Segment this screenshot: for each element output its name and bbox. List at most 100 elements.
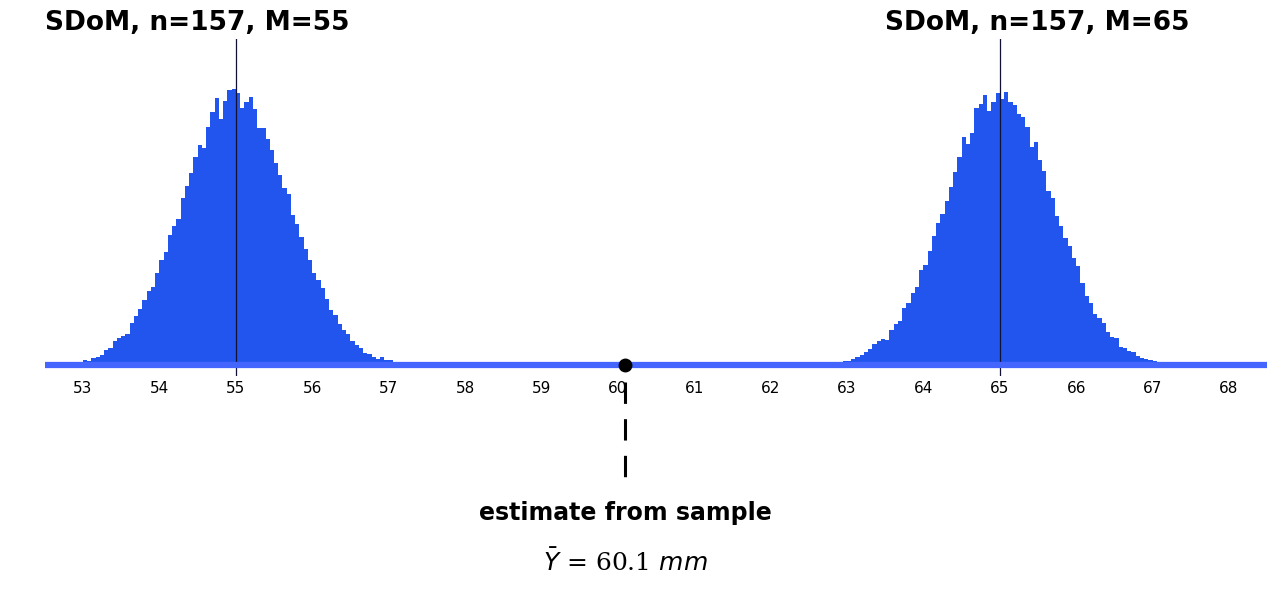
Bar xyxy=(265,138,270,365)
Bar xyxy=(1080,283,1084,365)
Bar xyxy=(932,236,936,365)
Bar xyxy=(389,361,393,365)
Bar xyxy=(384,360,389,365)
Bar xyxy=(291,215,296,365)
Bar xyxy=(202,148,206,365)
Bar xyxy=(1060,226,1064,365)
Bar xyxy=(184,186,189,365)
Bar xyxy=(835,362,838,365)
Bar xyxy=(54,364,58,365)
Bar xyxy=(329,310,333,365)
Bar xyxy=(296,224,300,365)
Bar xyxy=(1051,198,1055,365)
Bar xyxy=(96,356,100,365)
Bar xyxy=(1093,314,1097,365)
Bar xyxy=(877,341,881,365)
Bar xyxy=(1115,338,1119,365)
Bar xyxy=(168,235,172,365)
Bar xyxy=(155,273,160,365)
Bar xyxy=(371,357,376,365)
Bar xyxy=(333,315,338,365)
Bar xyxy=(890,330,893,365)
Bar xyxy=(129,323,134,365)
Bar xyxy=(189,174,193,365)
Bar xyxy=(902,308,906,365)
Bar xyxy=(961,137,966,365)
Bar xyxy=(1170,364,1174,365)
Bar xyxy=(142,300,147,365)
Bar xyxy=(91,358,96,365)
Bar xyxy=(244,102,248,365)
Bar xyxy=(1034,142,1038,365)
Bar xyxy=(1165,363,1170,365)
Bar xyxy=(228,90,232,365)
Bar xyxy=(1174,364,1178,365)
Bar xyxy=(893,324,899,365)
Bar xyxy=(74,362,79,365)
Bar xyxy=(945,202,948,365)
Bar xyxy=(906,303,910,365)
Bar xyxy=(160,260,164,365)
Bar xyxy=(172,226,177,365)
Bar xyxy=(303,249,308,365)
Bar xyxy=(215,98,219,365)
Bar xyxy=(321,288,325,365)
Bar xyxy=(355,345,358,365)
Bar xyxy=(847,361,851,365)
Text: estimate from sample: estimate from sample xyxy=(479,501,772,525)
Bar xyxy=(1076,266,1080,365)
Bar xyxy=(177,219,180,365)
Bar xyxy=(100,354,104,365)
Bar xyxy=(1025,127,1029,365)
Bar xyxy=(1029,148,1034,365)
Bar xyxy=(983,95,987,365)
Bar xyxy=(829,363,835,365)
Bar xyxy=(316,280,321,365)
Bar xyxy=(826,364,829,365)
Bar xyxy=(58,364,61,365)
Bar xyxy=(818,364,822,365)
Bar xyxy=(1089,303,1093,365)
Bar xyxy=(974,108,979,365)
Bar xyxy=(402,364,406,365)
Bar xyxy=(241,109,244,365)
Bar xyxy=(232,89,236,365)
Bar xyxy=(851,359,855,365)
Bar xyxy=(1157,364,1161,365)
Bar xyxy=(219,118,223,365)
Bar xyxy=(1047,191,1051,365)
Bar xyxy=(1140,358,1144,365)
Bar xyxy=(287,194,291,365)
Bar xyxy=(1055,215,1060,365)
Bar xyxy=(842,361,847,365)
Bar xyxy=(278,175,283,365)
Bar xyxy=(164,252,168,365)
Bar xyxy=(864,353,868,365)
Bar xyxy=(1161,363,1165,365)
Bar xyxy=(380,358,384,365)
Bar xyxy=(1110,337,1115,365)
Bar xyxy=(1135,356,1140,365)
Bar xyxy=(83,360,87,365)
Bar xyxy=(109,348,113,365)
Bar xyxy=(970,133,974,365)
Bar xyxy=(923,265,928,365)
Bar xyxy=(860,354,864,365)
Bar xyxy=(223,101,228,365)
Bar xyxy=(868,349,873,365)
Bar xyxy=(948,187,954,365)
Bar xyxy=(138,309,142,365)
Bar xyxy=(197,144,202,365)
Bar xyxy=(1148,360,1152,365)
Bar xyxy=(393,362,397,365)
Bar xyxy=(1021,117,1025,365)
Bar xyxy=(325,299,329,365)
Bar xyxy=(873,345,877,365)
Bar xyxy=(1012,104,1016,365)
Bar xyxy=(915,287,919,365)
Bar xyxy=(941,214,945,365)
Bar xyxy=(1097,319,1102,365)
Bar xyxy=(134,316,138,365)
Bar xyxy=(283,188,287,365)
Bar xyxy=(61,364,67,365)
